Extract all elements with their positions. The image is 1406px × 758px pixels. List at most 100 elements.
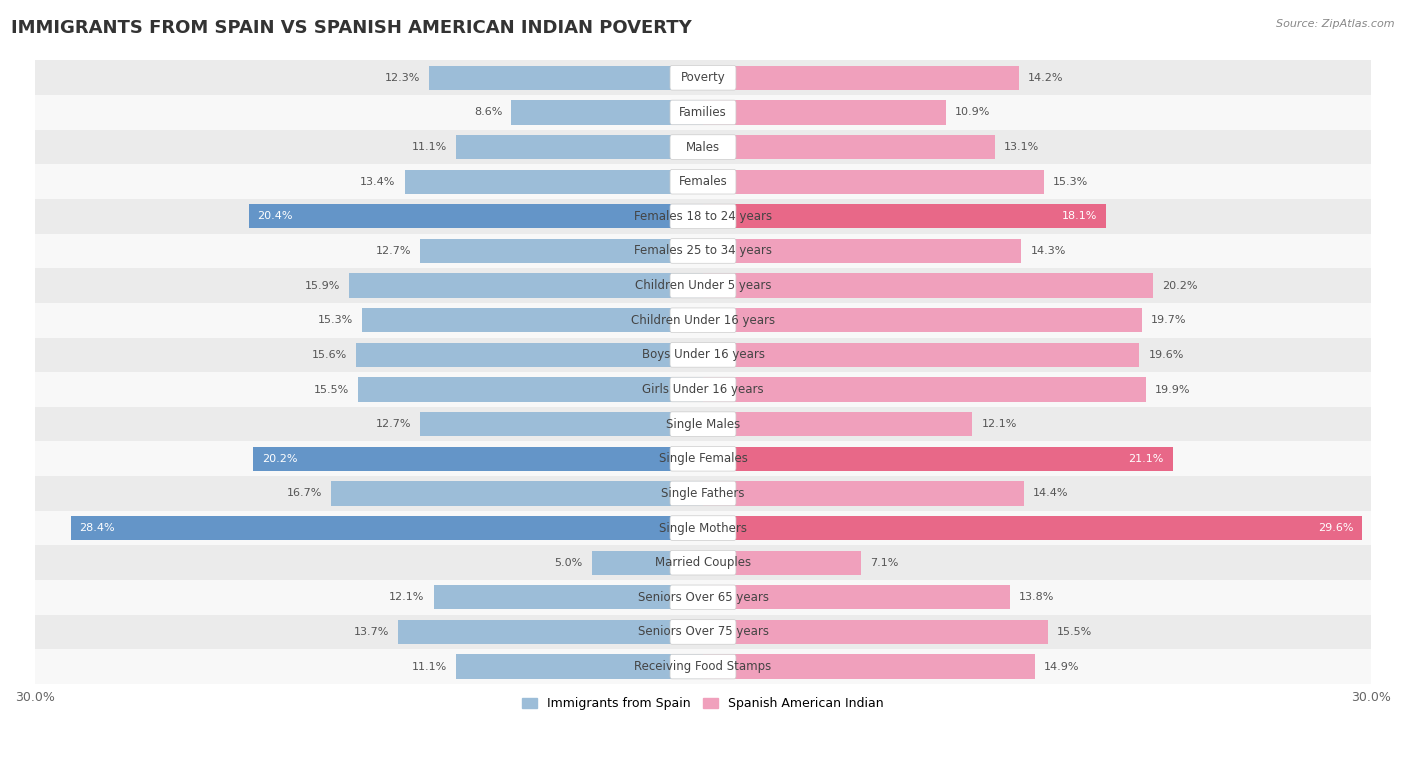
Bar — [359, 377, 703, 402]
FancyBboxPatch shape — [671, 169, 735, 194]
Text: 15.6%: 15.6% — [312, 350, 347, 360]
FancyBboxPatch shape — [671, 377, 735, 402]
Text: 8.6%: 8.6% — [474, 108, 502, 117]
Text: Single Fathers: Single Fathers — [661, 487, 745, 500]
Text: 15.3%: 15.3% — [1053, 177, 1088, 186]
Bar — [703, 412, 973, 437]
Text: 12.3%: 12.3% — [385, 73, 420, 83]
Bar — [253, 446, 703, 471]
FancyBboxPatch shape — [671, 204, 735, 229]
Text: Source: ZipAtlas.com: Source: ZipAtlas.com — [1277, 19, 1395, 29]
Bar — [35, 303, 1371, 337]
Text: 19.6%: 19.6% — [1149, 350, 1184, 360]
Bar — [456, 654, 703, 678]
Text: Males: Males — [686, 140, 720, 154]
Bar — [703, 654, 1035, 678]
Bar — [703, 446, 1173, 471]
FancyBboxPatch shape — [671, 481, 735, 506]
Bar — [35, 441, 1371, 476]
Bar — [433, 585, 703, 609]
Bar — [35, 95, 1371, 130]
Bar — [703, 239, 1021, 263]
Text: 5.0%: 5.0% — [554, 558, 582, 568]
Text: Single Mothers: Single Mothers — [659, 522, 747, 534]
Bar — [35, 545, 1371, 580]
Text: Receiving Food Stamps: Receiving Food Stamps — [634, 660, 772, 673]
Text: 10.9%: 10.9% — [955, 108, 990, 117]
Bar — [703, 308, 1142, 332]
Bar — [420, 412, 703, 437]
Text: 7.1%: 7.1% — [870, 558, 898, 568]
Text: 15.3%: 15.3% — [318, 315, 353, 325]
Text: Girls Under 16 years: Girls Under 16 years — [643, 383, 763, 396]
FancyBboxPatch shape — [671, 343, 735, 367]
Text: 12.1%: 12.1% — [981, 419, 1017, 429]
Bar — [70, 516, 703, 540]
Bar — [35, 130, 1371, 164]
Text: 12.1%: 12.1% — [389, 592, 425, 603]
Text: 11.1%: 11.1% — [412, 142, 447, 152]
Text: Families: Families — [679, 106, 727, 119]
FancyBboxPatch shape — [671, 135, 735, 159]
Bar — [35, 650, 1371, 684]
Text: 13.8%: 13.8% — [1019, 592, 1054, 603]
Bar — [703, 135, 994, 159]
Text: 20.4%: 20.4% — [257, 211, 292, 221]
Text: Boys Under 16 years: Boys Under 16 years — [641, 349, 765, 362]
Text: 15.9%: 15.9% — [305, 280, 340, 290]
Text: 15.5%: 15.5% — [314, 384, 349, 394]
Text: IMMIGRANTS FROM SPAIN VS SPANISH AMERICAN INDIAN POVERTY: IMMIGRANTS FROM SPAIN VS SPANISH AMERICA… — [11, 19, 692, 37]
FancyBboxPatch shape — [671, 585, 735, 609]
FancyBboxPatch shape — [671, 446, 735, 471]
Text: Married Couples: Married Couples — [655, 556, 751, 569]
Text: Females 25 to 34 years: Females 25 to 34 years — [634, 245, 772, 258]
FancyBboxPatch shape — [671, 515, 735, 540]
Text: 19.9%: 19.9% — [1156, 384, 1191, 394]
Bar — [420, 239, 703, 263]
Text: 14.3%: 14.3% — [1031, 246, 1066, 256]
Bar — [35, 372, 1371, 407]
Text: 18.1%: 18.1% — [1062, 211, 1097, 221]
Legend: Immigrants from Spain, Spanish American Indian: Immigrants from Spain, Spanish American … — [517, 692, 889, 715]
Bar — [592, 550, 703, 575]
Text: 20.2%: 20.2% — [262, 454, 298, 464]
Bar — [703, 620, 1047, 644]
Bar — [429, 66, 703, 90]
Text: Seniors Over 65 years: Seniors Over 65 years — [637, 590, 769, 604]
Bar — [349, 274, 703, 298]
Bar — [703, 481, 1024, 506]
Bar — [35, 615, 1371, 650]
Text: Females: Females — [679, 175, 727, 188]
Text: 21.1%: 21.1% — [1129, 454, 1164, 464]
FancyBboxPatch shape — [671, 274, 735, 298]
Text: 14.9%: 14.9% — [1043, 662, 1080, 672]
Text: Children Under 5 years: Children Under 5 years — [634, 279, 772, 292]
Text: 11.1%: 11.1% — [412, 662, 447, 672]
Text: 12.7%: 12.7% — [375, 419, 412, 429]
Text: 29.6%: 29.6% — [1317, 523, 1353, 533]
Text: 13.7%: 13.7% — [354, 627, 389, 637]
Bar — [35, 476, 1371, 511]
Text: 13.4%: 13.4% — [360, 177, 395, 186]
Text: 14.4%: 14.4% — [1032, 488, 1069, 499]
Bar — [35, 164, 1371, 199]
Text: Females 18 to 24 years: Females 18 to 24 years — [634, 210, 772, 223]
Bar — [35, 511, 1371, 545]
Bar — [703, 274, 1153, 298]
Bar — [703, 516, 1362, 540]
Text: 13.1%: 13.1% — [1004, 142, 1039, 152]
Text: 15.5%: 15.5% — [1057, 627, 1092, 637]
Bar — [398, 620, 703, 644]
Bar — [456, 135, 703, 159]
Bar — [405, 170, 703, 194]
FancyBboxPatch shape — [671, 65, 735, 90]
Text: 19.7%: 19.7% — [1150, 315, 1187, 325]
Bar — [703, 170, 1043, 194]
Bar — [35, 268, 1371, 303]
Bar — [703, 377, 1146, 402]
FancyBboxPatch shape — [671, 239, 735, 263]
Text: 16.7%: 16.7% — [287, 488, 322, 499]
Bar — [512, 100, 703, 124]
FancyBboxPatch shape — [671, 412, 735, 437]
Bar — [703, 100, 946, 124]
